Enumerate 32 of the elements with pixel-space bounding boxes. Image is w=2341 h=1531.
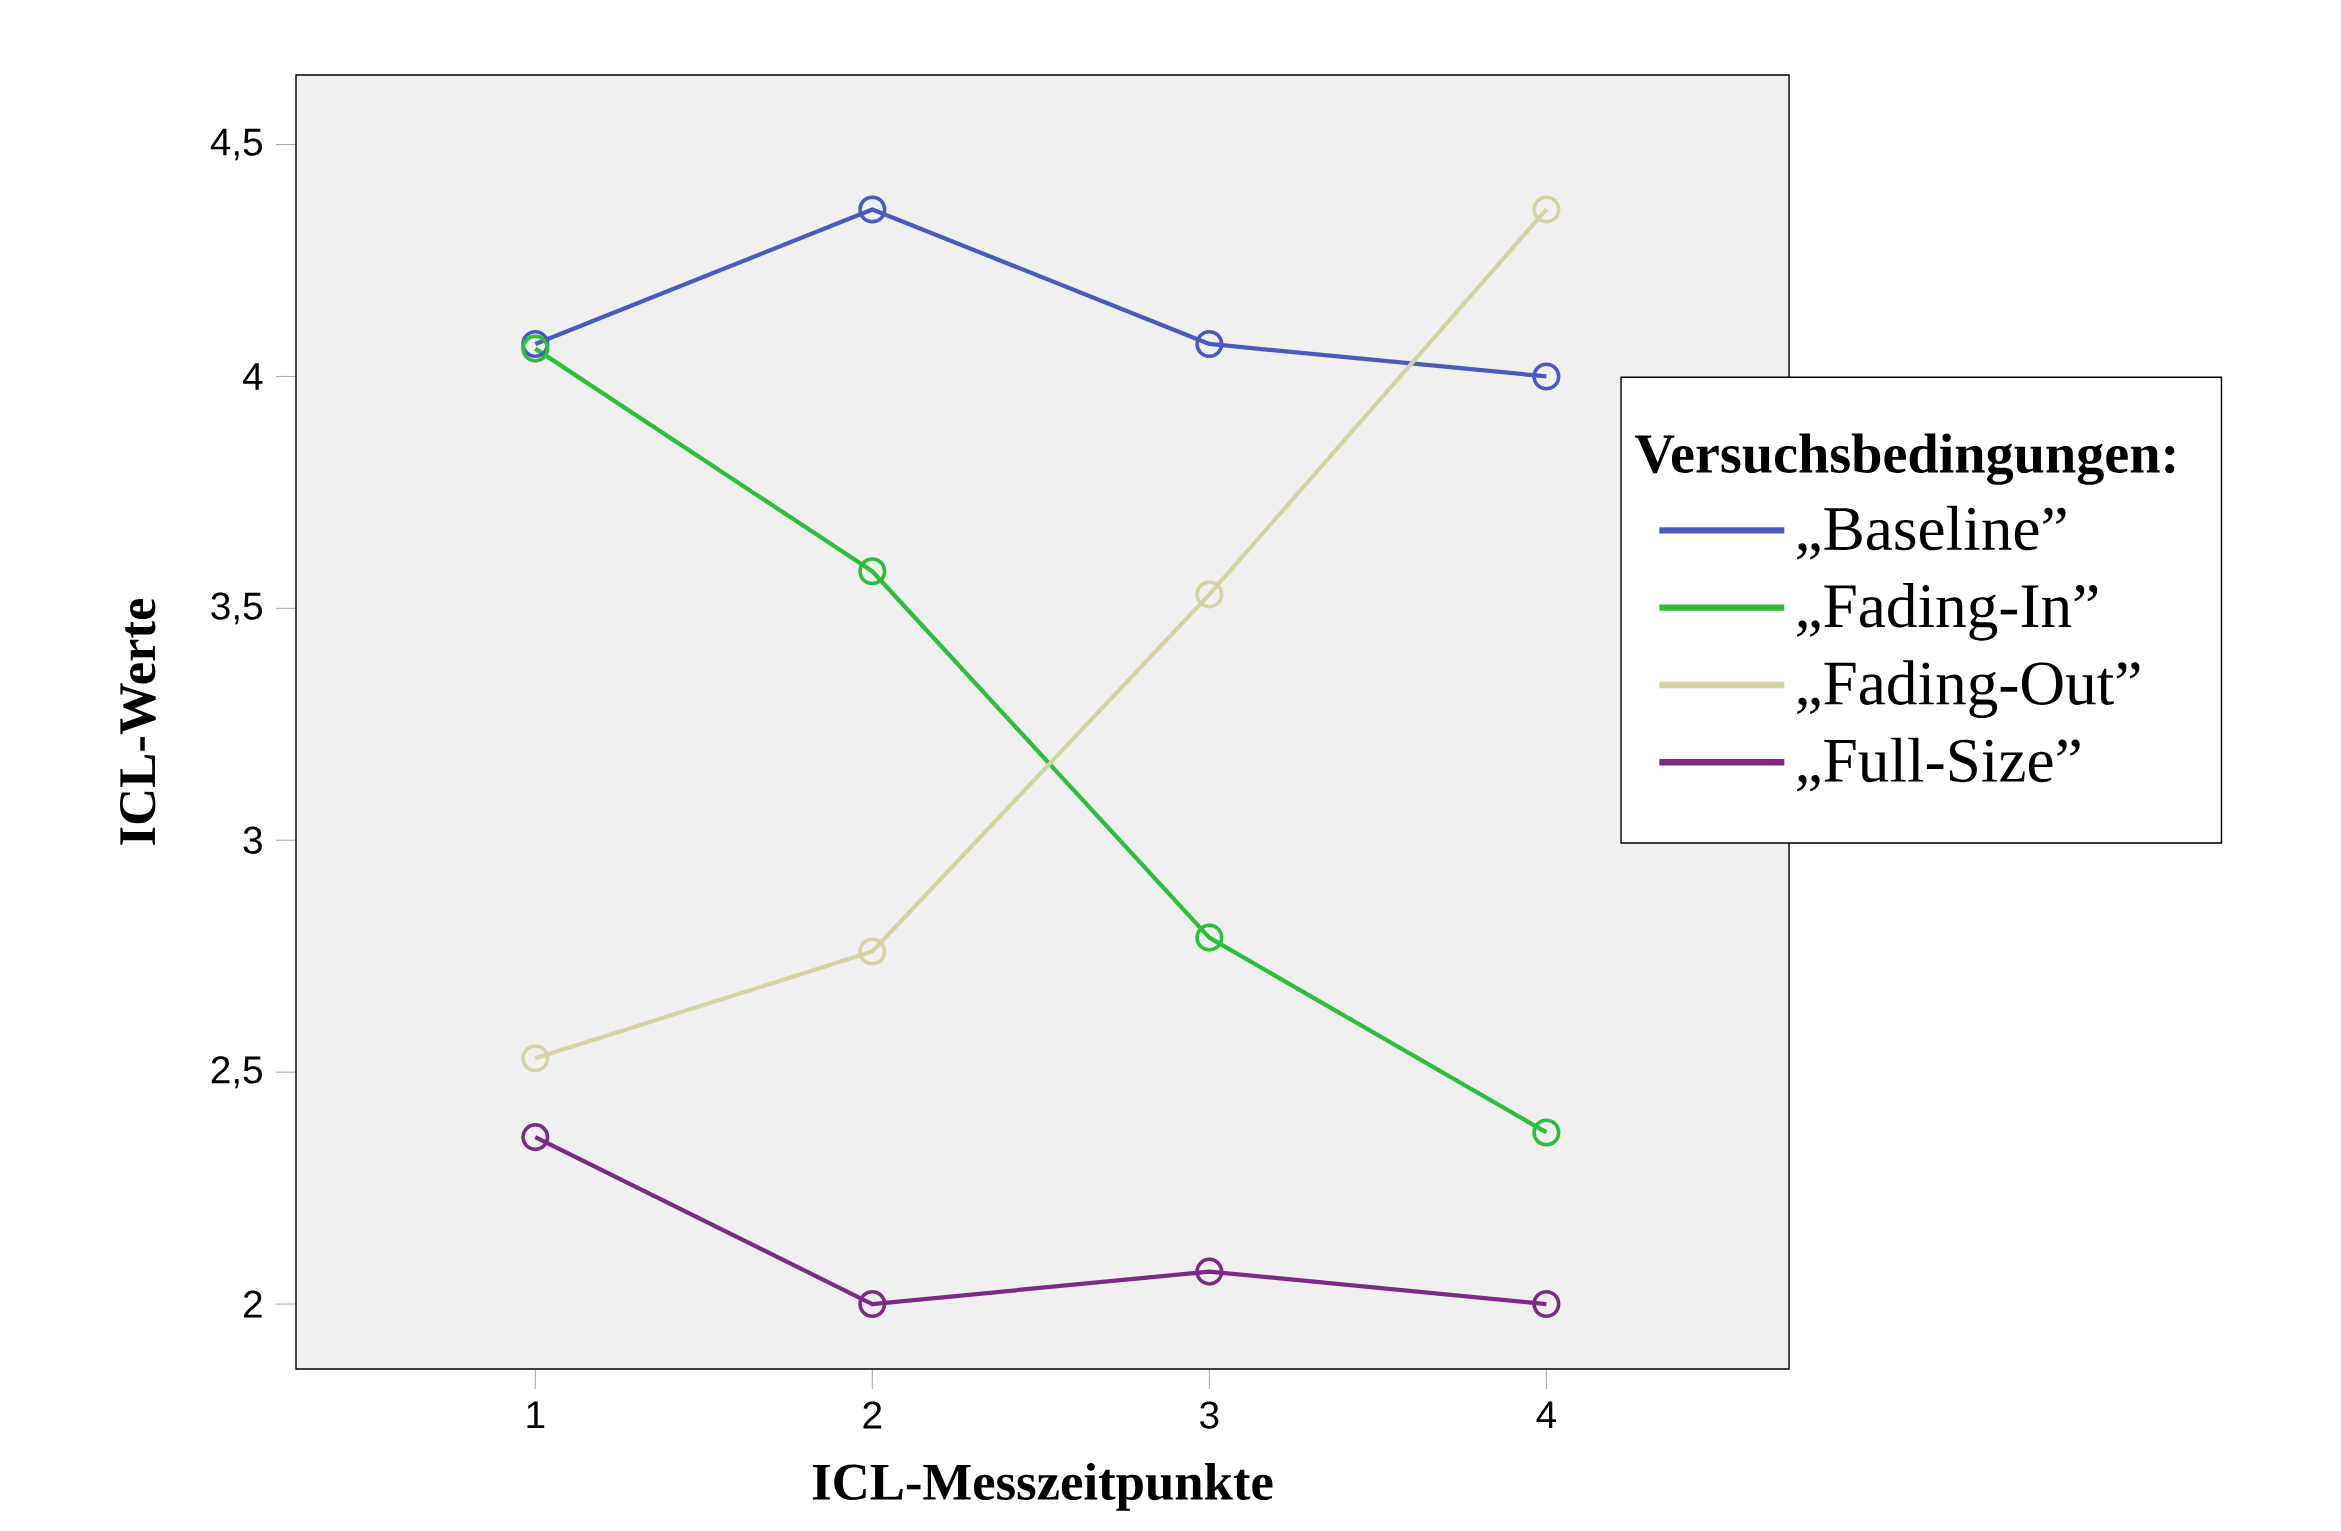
point	[521, 1044, 550, 1073]
x-tick-label: 4	[1536, 1401, 1556, 1428]
point	[1195, 1257, 1224, 1286]
x-tick-label: 1	[527, 1401, 545, 1428]
x-axis-title: ICL-Messzeitpunkte	[812, 1462, 1273, 1511]
point	[858, 937, 887, 966]
legend-title: Versuchsbedingungen:	[1635, 433, 2175, 485]
y-tick-label: 4	[242, 363, 263, 390]
legend-label: „Baseline”	[1797, 505, 2066, 560]
point	[521, 1123, 550, 1152]
point	[1195, 329, 1224, 359]
y-axis-title: ICL-Werte	[120, 598, 156, 845]
y-tick-label: 4,5	[210, 128, 262, 161]
point	[1532, 195, 1561, 224]
point	[858, 195, 887, 224]
y-tick-label: 3,5	[211, 592, 262, 625]
y-tick-label: 2,5	[211, 1056, 262, 1089]
point	[1195, 923, 1224, 952]
point	[1532, 1289, 1561, 1319]
point	[1195, 580, 1224, 609]
y-tick-label: 2	[244, 1290, 262, 1318]
x-tick-label: 3	[1200, 1401, 1219, 1429]
point	[858, 557, 887, 586]
point	[1532, 362, 1561, 391]
legend-label: „Fading-Out”	[1797, 660, 2140, 718]
legend-label: „Full-Size”	[1797, 737, 2080, 792]
legend-label: „Fading-In”	[1797, 583, 2098, 641]
point	[521, 334, 550, 363]
point	[858, 1289, 887, 1319]
y-tick-label: 3	[243, 826, 262, 854]
point	[1532, 1118, 1561, 1147]
x-tick-label: 2	[863, 1401, 882, 1429]
